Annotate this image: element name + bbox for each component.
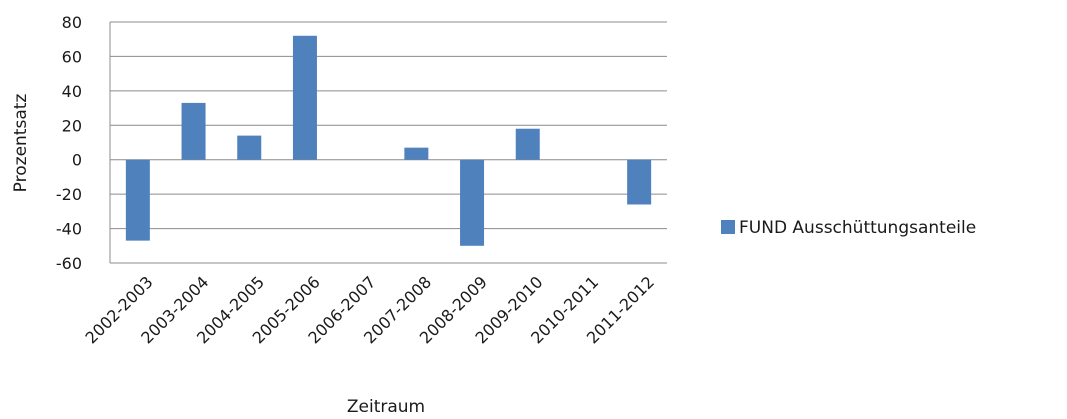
y-axis-tick-labels: 80 60 40 20 0 -20 -40 -60	[56, 13, 82, 273]
x-axis-tick-labels: 2002-20032003-20042004-20052005-20062006…	[82, 272, 658, 347]
bars	[125, 35, 652, 246]
bar-2003-2004	[181, 102, 206, 160]
legend-label: FUND Ausschüttungsanteile	[739, 218, 976, 238]
bar-2005-2006	[292, 35, 317, 160]
legend-swatch	[721, 220, 735, 234]
y-tick-label: 0	[72, 151, 82, 170]
bar-2002-2003	[125, 159, 150, 241]
y-tick-label: -40	[56, 220, 82, 239]
y-tick-label: 40	[62, 82, 82, 101]
legend: FUND Ausschüttungsanteile	[721, 218, 976, 238]
bar-2004-2005	[237, 135, 262, 160]
y-axis-title: Prozentsatz	[11, 94, 31, 193]
bar-2007-2008	[404, 147, 429, 160]
y-tick-label: 60	[62, 47, 82, 66]
y-tick-label: -60	[56, 254, 82, 273]
x-axis-title: Zeitraum	[347, 397, 425, 417]
y-tick-label: 80	[62, 13, 82, 32]
y-tick-label: -20	[56, 185, 82, 204]
bar-2011-2012	[627, 159, 652, 205]
bar-2009-2010	[515, 128, 540, 160]
y-tick-label: 20	[62, 116, 82, 135]
bar-2008-2009	[460, 159, 485, 246]
